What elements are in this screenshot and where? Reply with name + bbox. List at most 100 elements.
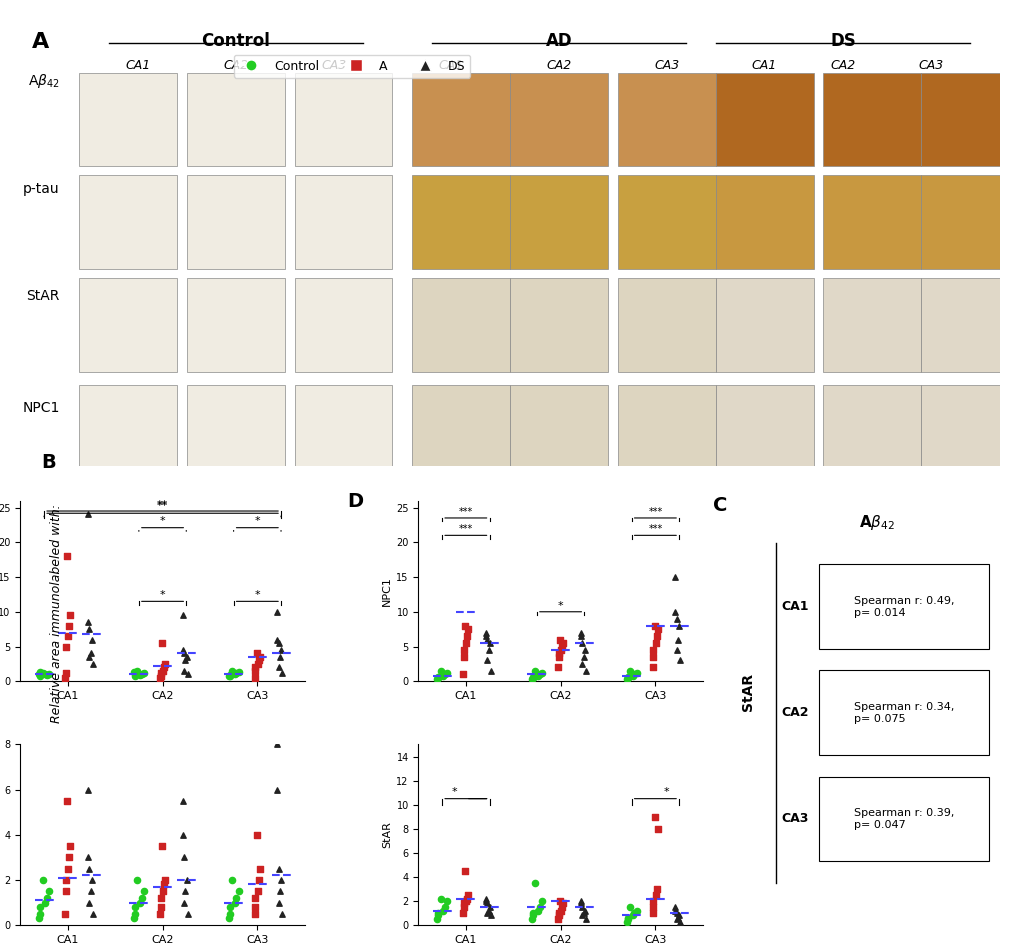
Point — [61, 850, 77, 865]
Text: p-tau: p-tau — [22, 181, 59, 195]
Point — [85, 656, 101, 671]
Point — [430, 671, 446, 686]
Point — [549, 912, 566, 927]
Text: ***: *** — [648, 507, 662, 517]
Point — [429, 671, 445, 686]
FancyBboxPatch shape — [79, 176, 177, 269]
Point — [554, 635, 571, 650]
Text: CA2: CA2 — [781, 706, 808, 719]
Point — [269, 604, 285, 619]
Point — [221, 906, 237, 921]
Text: D: D — [347, 492, 363, 511]
Point — [269, 632, 285, 647]
Point — [60, 629, 76, 644]
Point — [39, 667, 55, 683]
Point — [554, 896, 571, 911]
FancyBboxPatch shape — [510, 278, 607, 372]
FancyBboxPatch shape — [186, 385, 284, 480]
Text: CA1: CA1 — [781, 600, 808, 614]
Point — [269, 782, 285, 797]
Point — [252, 649, 268, 665]
Point — [129, 664, 146, 679]
FancyBboxPatch shape — [920, 176, 1018, 269]
Text: CA3: CA3 — [653, 59, 679, 72]
Point — [230, 884, 247, 899]
Point — [152, 906, 168, 921]
Point — [454, 905, 471, 920]
Point — [477, 891, 493, 906]
Point — [438, 666, 454, 681]
Point — [646, 809, 662, 824]
Point — [482, 908, 498, 923]
FancyBboxPatch shape — [79, 385, 177, 480]
Point — [58, 639, 74, 654]
Point — [553, 639, 570, 654]
Point — [531, 900, 547, 915]
Point — [37, 666, 53, 682]
Point — [31, 666, 47, 682]
FancyBboxPatch shape — [510, 176, 607, 269]
Point — [174, 827, 191, 842]
Point — [226, 666, 243, 682]
Point — [270, 660, 286, 675]
Point — [551, 632, 568, 647]
Point — [220, 669, 236, 684]
Point — [155, 664, 171, 679]
Point — [671, 618, 687, 633]
Text: Spearman r: 0.34,
p= 0.075: Spearman r: 0.34, p= 0.075 — [853, 702, 954, 724]
Point — [154, 838, 170, 853]
Point — [577, 912, 593, 927]
Point — [273, 643, 289, 658]
Y-axis label: NPC1: NPC1 — [382, 576, 391, 606]
Point — [174, 793, 191, 808]
Point — [32, 900, 48, 915]
Y-axis label: StAR: StAR — [382, 821, 391, 849]
Point — [126, 666, 143, 682]
Point — [619, 912, 635, 927]
Point — [81, 895, 97, 910]
FancyBboxPatch shape — [186, 176, 284, 269]
Point — [477, 625, 493, 640]
Text: C: C — [712, 497, 727, 515]
Point — [455, 900, 472, 915]
Point — [666, 604, 683, 619]
Point — [572, 629, 588, 644]
Point — [174, 643, 191, 658]
Point — [58, 884, 74, 899]
Point — [459, 629, 475, 644]
Point — [228, 666, 245, 681]
FancyBboxPatch shape — [294, 73, 392, 166]
Point — [221, 667, 237, 683]
Point — [274, 906, 290, 921]
FancyBboxPatch shape — [412, 385, 510, 480]
FancyBboxPatch shape — [920, 385, 1018, 480]
Point — [479, 632, 495, 647]
Text: B: B — [41, 453, 55, 472]
Point — [647, 887, 663, 902]
FancyBboxPatch shape — [186, 278, 284, 372]
FancyBboxPatch shape — [186, 73, 284, 166]
Point — [550, 649, 567, 665]
Point — [619, 669, 635, 684]
Text: ***: *** — [459, 507, 473, 517]
FancyBboxPatch shape — [822, 176, 920, 269]
Point — [533, 893, 549, 908]
Point — [133, 890, 150, 905]
Point — [648, 629, 664, 644]
Point — [79, 507, 96, 522]
Point — [247, 890, 263, 905]
Text: A$\beta_{42}$: A$\beta_{42}$ — [858, 514, 894, 532]
Text: AD: AD — [545, 32, 572, 50]
Text: CA3: CA3 — [781, 813, 808, 825]
FancyBboxPatch shape — [818, 777, 987, 862]
Point — [84, 632, 100, 647]
Point — [479, 896, 495, 911]
Point — [31, 911, 47, 926]
Point — [136, 666, 152, 681]
Point — [247, 900, 263, 915]
Point — [455, 643, 472, 658]
Point — [479, 905, 495, 920]
Point — [82, 861, 98, 876]
Point — [455, 649, 472, 665]
Point — [430, 905, 446, 920]
